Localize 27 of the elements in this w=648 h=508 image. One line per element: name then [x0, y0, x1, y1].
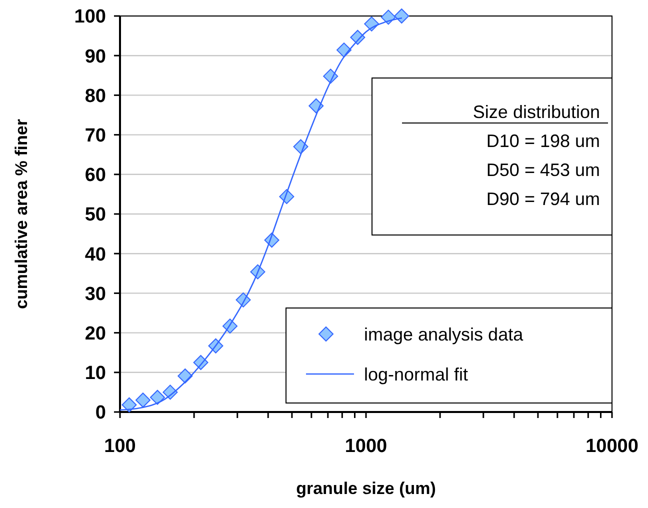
x-tick-label: 1000: [344, 436, 388, 457]
x-tick-label: 10000: [586, 436, 638, 457]
y-tick-label: 40: [84, 244, 106, 266]
x-tick-label: 100: [104, 436, 136, 457]
x-axis-title: granule size (um): [296, 479, 436, 498]
y-tick-label: 30: [84, 284, 106, 305]
y-tick-label: 90: [84, 46, 106, 68]
legend-label: image analysis data: [364, 324, 524, 344]
point: [394, 8, 410, 24]
annotation: Size distribution: [472, 102, 600, 122]
annotation: D50 = 453 um: [486, 160, 600, 180]
y-tick-label: 20: [84, 323, 106, 344]
y-tick-label: 60: [84, 165, 106, 186]
point: [380, 10, 396, 25]
point: [135, 392, 150, 408]
legend-label: log-normal fit: [364, 364, 468, 384]
y-tick-label: 80: [84, 86, 106, 107]
y-tick-label: 0: [95, 402, 106, 424]
point: [150, 390, 165, 405]
y-tick-label: 10: [84, 363, 106, 384]
point: [122, 397, 137, 412]
annotation: D90 = 794 um: [486, 189, 600, 209]
annotation: D10 = 198 um: [486, 131, 600, 151]
y-tick-label: 100: [74, 6, 106, 28]
y-axis-title: cumulative area % finer: [12, 118, 31, 309]
y-tick-label: 70: [84, 125, 106, 146]
y-tick-label: 50: [84, 204, 106, 226]
